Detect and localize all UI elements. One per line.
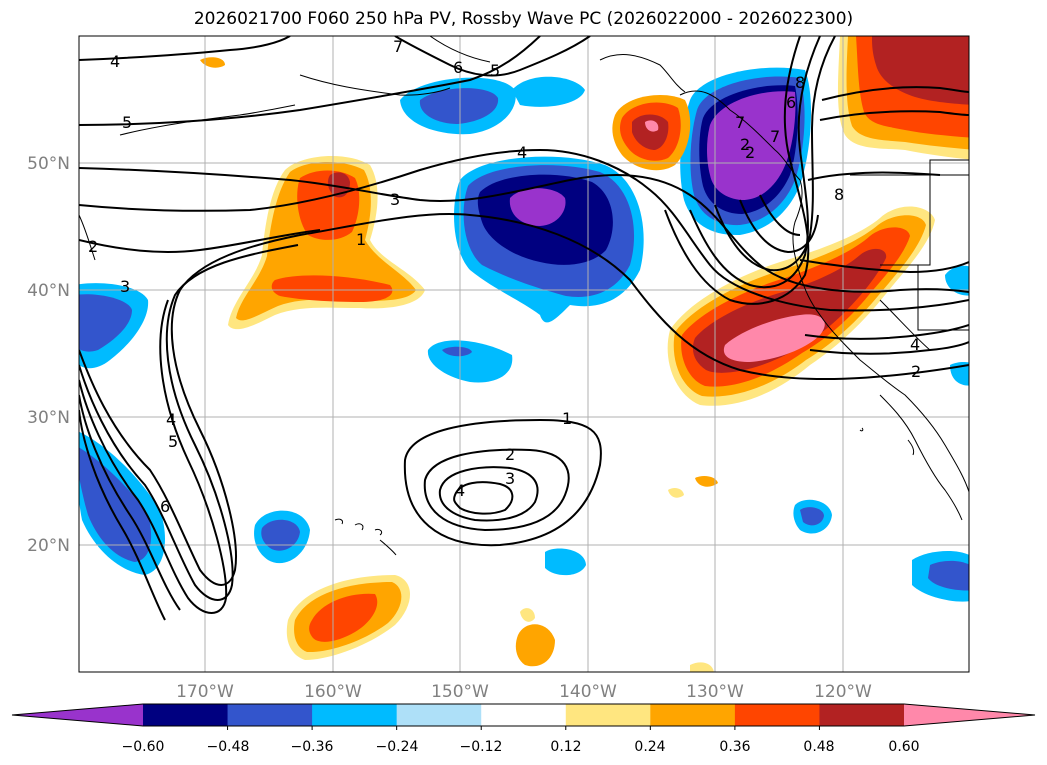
colorbar-tick-label: −0.36: [291, 739, 334, 755]
contour-label: 7: [770, 127, 780, 146]
contour-label: 2: [505, 445, 515, 464]
lon-label: 120°W: [814, 682, 872, 702]
colorbar-segment: [650, 704, 736, 726]
map-panel: [79, 36, 969, 672]
contour-label: 2: [740, 135, 750, 154]
colorbar-segment: [565, 704, 651, 726]
contour-label: 1: [356, 230, 366, 249]
colorbar-extend-high: [904, 704, 1035, 726]
colorbar-tick-label: 0.24: [634, 739, 665, 755]
contour-label: 1: [562, 409, 572, 428]
lat-label: 30°N: [27, 408, 70, 428]
colorbar-segment: [312, 704, 398, 726]
lon-label: 130°W: [686, 682, 744, 702]
contour-label: 6: [160, 497, 170, 516]
colorbar-tick-label: 0.60: [888, 739, 919, 755]
contour-lines: [79, 36, 969, 621]
colorbar-tick-label: 0.12: [550, 739, 581, 755]
colorbar-segment: [396, 704, 482, 726]
colorbar-extend-low: [12, 704, 143, 726]
colorbar: [11, 703, 1036, 730]
contour-label: 5: [122, 113, 132, 132]
contour-label: 6: [453, 58, 463, 77]
lat-label: 20°N: [27, 536, 70, 556]
contour-label: 8: [795, 73, 805, 92]
contour-label: 6: [786, 93, 796, 112]
contour-label: 3: [120, 277, 130, 296]
colorbar-tick-label: 0.48: [803, 739, 834, 755]
contour-label: 4: [166, 410, 176, 429]
contour-label: 8: [834, 185, 844, 204]
graticule: [79, 36, 969, 672]
lat-label: 40°N: [27, 281, 70, 301]
latitude-labels: 50°N 40°N 30°N 20°N: [27, 154, 70, 556]
contour-label: 4: [455, 481, 465, 500]
colorbar-tick-label: −0.60: [122, 739, 165, 755]
colorbar-segment: [143, 704, 229, 726]
colorbar-tick-labels: −0.60 −0.48 −0.36 −0.24 −0.12 0.12 0.24 …: [122, 739, 920, 755]
lon-label: 170°W: [176, 682, 234, 702]
lon-label: 160°W: [304, 682, 362, 702]
colorbar-tick-label: −0.12: [460, 739, 503, 755]
contour-label: 7: [735, 113, 745, 132]
contour-label: 5: [490, 61, 500, 80]
colorbar-outline: [11, 703, 1036, 727]
contour-label: 3: [390, 190, 400, 209]
contour-label: 3: [505, 469, 515, 488]
contour-label: 4: [910, 335, 920, 354]
contour-label: 2: [911, 362, 921, 381]
lon-label: 140°W: [559, 682, 617, 702]
lat-label: 50°N: [27, 154, 70, 174]
contour-label: 2: [88, 237, 98, 256]
colorbar-tick-label: −0.24: [376, 739, 419, 755]
map-frame: [78, 35, 970, 673]
colorbar-tick-label: −0.48: [207, 739, 250, 755]
contour-labels: 4 5 6 5 4 3 1 2 3 4 5 6 7 8 2 2 1 2 3 4 …: [88, 37, 921, 516]
contour-label: 4: [517, 143, 527, 162]
contour-label: 5: [168, 432, 178, 451]
colorbar-segment: [819, 704, 905, 726]
contour-label: 7: [393, 37, 403, 56]
colorbar-segment: [734, 704, 820, 726]
colorbar-tick-label: 0.36: [719, 739, 750, 755]
longitude-labels: 170°W 160°W 150°W 140°W 130°W 120°W: [176, 682, 872, 702]
map-title: 2026021700 F060 250 hPa PV, Rossby Wave …: [193, 9, 854, 29]
contour-label: 4: [110, 52, 120, 71]
colorbar-segment: [227, 704, 313, 726]
contour-label: 2: [745, 143, 755, 162]
lon-label: 150°W: [431, 682, 489, 702]
colorbar-segment: [481, 704, 567, 726]
